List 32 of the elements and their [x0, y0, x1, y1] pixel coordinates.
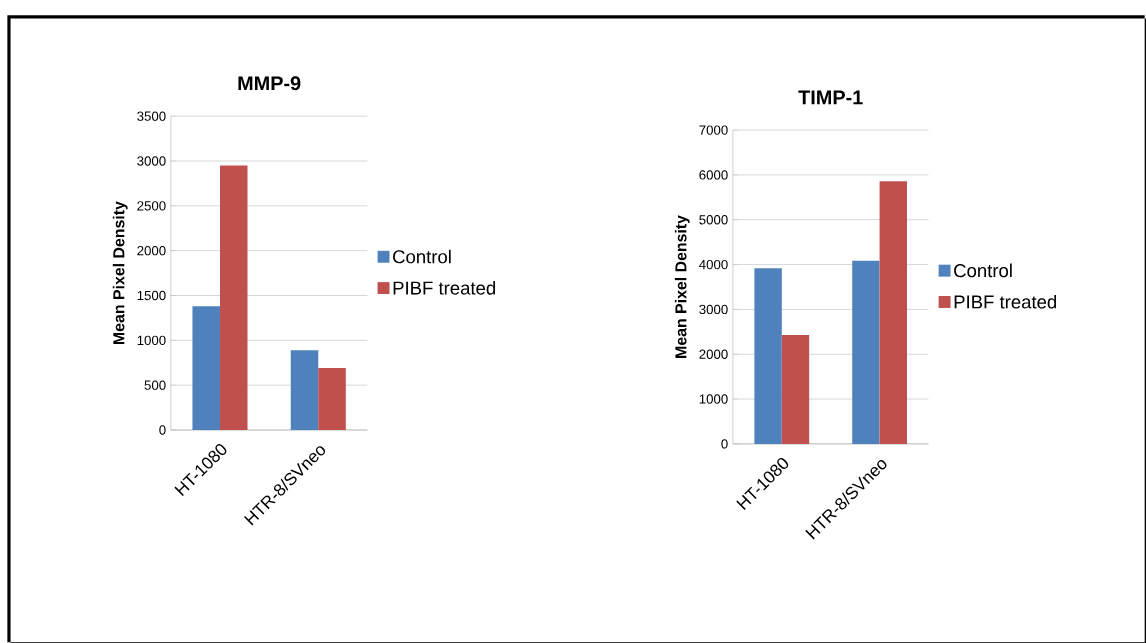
bar	[192, 306, 220, 430]
y-tick-label: 500	[144, 380, 166, 390]
y-tick-label: 4000	[699, 259, 728, 270]
bar	[781, 334, 810, 444]
y-tick-label: 0	[721, 438, 728, 449]
bar	[290, 349, 319, 430]
bar	[852, 260, 880, 444]
y-axis-title: Mean Pixel Density	[674, 214, 690, 358]
y-tick-label: 7000	[699, 125, 728, 135]
y-axis-title: Mean Pixel Density	[112, 200, 128, 344]
bar	[318, 367, 346, 430]
bar	[754, 267, 782, 444]
legend-label: Control	[954, 263, 1012, 278]
y-tick-label: 1000	[699, 394, 728, 404]
y-tick-label: 0	[159, 425, 166, 435]
y-tick-label: 2000	[137, 245, 166, 256]
legend-label: Control	[393, 249, 451, 264]
y-tick-label: 3000	[137, 156, 166, 166]
bar	[879, 180, 907, 444]
y-tick-label: 6000	[699, 170, 728, 180]
y-tick-label: 3500	[137, 111, 166, 121]
y-tick-label: 3000	[699, 304, 728, 314]
legend-label: PIBF treated	[393, 280, 495, 295]
y-tick-label: 1500	[137, 290, 166, 300]
chart-title: TIMP-1	[798, 90, 863, 104]
bar	[219, 165, 248, 430]
chart-title: MMP-9	[238, 76, 301, 91]
y-tick-label: 2000	[699, 349, 728, 359]
legend-label: PIBF treated	[954, 294, 1057, 309]
y-tick-label: 2500	[137, 200, 166, 211]
y-tick-label: 5000	[699, 214, 728, 225]
y-tick-label: 1000	[137, 335, 166, 345]
